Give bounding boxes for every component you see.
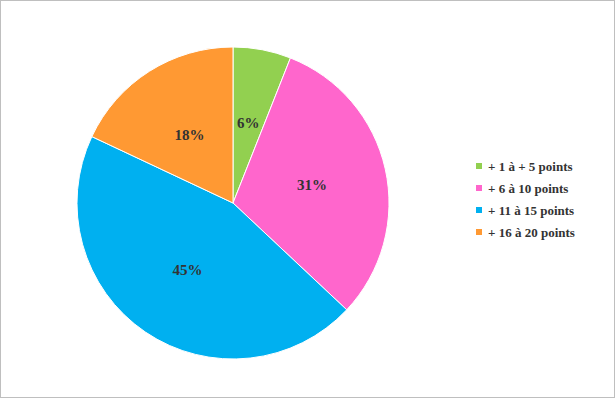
svg-text:+ 16 à 20 points: + 16 à 20 points <box>488 225 575 240</box>
svg-text:+ 1 à + 5 points: + 1 à + 5 points <box>488 159 573 174</box>
svg-text:45%: 45% <box>172 262 202 278</box>
svg-text:6%: 6% <box>237 115 260 131</box>
svg-text:31%: 31% <box>297 177 327 193</box>
svg-text:+ 6 à 10 points: + 6 à 10 points <box>488 181 568 196</box>
svg-text:18%: 18% <box>175 127 205 143</box>
svg-text:+ 11 à 15 points: + 11 à 15 points <box>488 203 574 218</box>
